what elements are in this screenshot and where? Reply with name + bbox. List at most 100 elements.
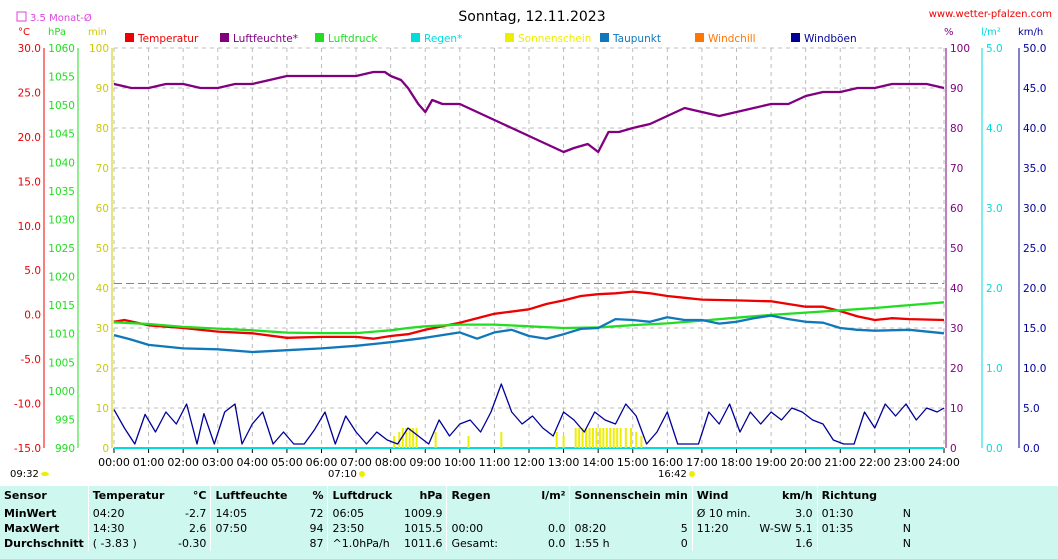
cell: 5 bbox=[680, 522, 688, 535]
y-tick-label-minutes: 80 bbox=[96, 123, 109, 135]
cell: 2.6 bbox=[188, 522, 207, 535]
x-tick-label: 19:00 bbox=[755, 456, 787, 469]
unit-wind: km/h bbox=[1018, 27, 1043, 38]
statistics-panel: Sensor Temperatur °C Luftfeuchte % Luftd… bbox=[0, 486, 1058, 559]
statistics-row-average: Durchschnitt ( -3.83 ) -0.30 87 ^1.0hPa/… bbox=[0, 536, 915, 551]
cell bbox=[816, 536, 887, 551]
y-tick-label-wind: 35.0 bbox=[1023, 163, 1046, 175]
x-tick-label: 15:00 bbox=[617, 456, 649, 469]
legend-swatch-pressure bbox=[315, 33, 324, 42]
x-tick-label: 14:00 bbox=[582, 456, 614, 469]
y-tick-label-pressure: 1010 bbox=[48, 329, 75, 341]
legend-label-pressure: Luftdruck bbox=[328, 33, 378, 45]
header-temperature-unit: °C bbox=[192, 489, 207, 502]
chart-series bbox=[113, 70, 945, 449]
y-tick-label-temperature: 15.0 bbox=[18, 176, 41, 188]
unit-humidity: % bbox=[944, 27, 954, 38]
y-tick-label-pressure: 1035 bbox=[48, 186, 75, 198]
y-tick-label-pressure: 1060 bbox=[48, 43, 75, 55]
y-tick-label-temperature: 20.0 bbox=[18, 132, 41, 144]
legend-label-temperature: Temperatur bbox=[137, 33, 199, 45]
chart-title: Sonntag, 12.11.2023 bbox=[458, 9, 605, 25]
series-line-dewpoint bbox=[113, 314, 945, 354]
x-tick-label: 05:00 bbox=[271, 456, 303, 469]
y-tick-label-humidity: 90 bbox=[950, 83, 963, 95]
y-tick-label-temperature: 0.0 bbox=[24, 310, 41, 322]
cell: 72 bbox=[309, 507, 324, 520]
row-label: Durchschnitt bbox=[4, 537, 84, 550]
series-line-gusts bbox=[113, 383, 945, 445]
y-tick-label-rain: 2.0 bbox=[986, 283, 1003, 295]
x-tick-label: 24:00 bbox=[928, 456, 960, 469]
y-tick-label-minutes: 60 bbox=[96, 203, 109, 215]
header-sensor: Sensor bbox=[4, 489, 47, 502]
cell bbox=[446, 506, 518, 521]
cell: N bbox=[902, 507, 911, 520]
header-wind: Wind bbox=[691, 486, 755, 506]
y-tick-label-wind: 10.0 bbox=[1023, 363, 1046, 375]
y-tick-label-humidity: 20 bbox=[950, 363, 963, 375]
header-humidity-unit: % bbox=[312, 489, 324, 502]
x-tick-label: 10:00 bbox=[444, 456, 476, 469]
sunset-icon bbox=[689, 471, 695, 477]
y-tick-label-temperature: -10.0 bbox=[14, 399, 41, 411]
header-temperature: Temperatur bbox=[87, 486, 169, 506]
y-tick-label-pressure: 995 bbox=[55, 414, 75, 426]
cell bbox=[210, 536, 292, 551]
chart-grid bbox=[113, 47, 945, 449]
sunrise-time: 07:10 bbox=[328, 469, 357, 480]
x-tick-label: 18:00 bbox=[721, 456, 753, 469]
unit-pressure: hPa bbox=[48, 27, 66, 38]
x-tick-label: 16:00 bbox=[651, 456, 683, 469]
header-rain-unit: l/m² bbox=[541, 489, 566, 502]
avg-marker-icon bbox=[16, 11, 27, 22]
x-tick-label: 06:00 bbox=[306, 456, 338, 469]
website-link[interactable]: www.wetter-pfalzen.com bbox=[929, 9, 1052, 20]
x-tick-label: 01:00 bbox=[133, 456, 165, 469]
cell bbox=[569, 506, 661, 521]
x-tick-label: 20:00 bbox=[790, 456, 822, 469]
cell: N bbox=[902, 522, 911, 535]
header-rain: Regen bbox=[446, 486, 518, 506]
x-tick-label: 02:00 bbox=[167, 456, 199, 469]
avg-marker-label: 3.5 Monat-Ø bbox=[30, 12, 92, 24]
y-tick-label-humidity: 70 bbox=[950, 163, 963, 175]
x-tick-label: 07:00 bbox=[340, 456, 372, 469]
y-tick-label-humidity: 0 bbox=[950, 443, 957, 455]
current-weather-icon bbox=[41, 472, 49, 476]
row-label: MaxWert bbox=[4, 522, 60, 535]
y-tick-label-wind: 20.0 bbox=[1023, 283, 1046, 295]
legend-label-gusts: Windböen bbox=[804, 33, 857, 45]
legend-swatch-rain bbox=[411, 33, 420, 42]
y-tick-label-humidity: 100 bbox=[950, 43, 970, 55]
series-line-temperature bbox=[113, 290, 945, 340]
y-tick-label-wind: 5.0 bbox=[1023, 403, 1040, 415]
sunrise-icon bbox=[359, 471, 365, 477]
y-tick-label-rain: 5.0 bbox=[986, 43, 1003, 55]
statistics-row-max: MaxWert 14:30 2.6 07:50 94 23:50 1015.5 … bbox=[0, 521, 915, 536]
header-direction: Richtung bbox=[816, 486, 915, 506]
y-tick-label-temperature: 30.0 bbox=[18, 43, 41, 55]
y-tick-label-humidity: 60 bbox=[950, 203, 963, 215]
cell: 04:20 bbox=[87, 506, 169, 521]
y-tick-label-minutes: 90 bbox=[96, 83, 109, 95]
cell: -2.7 bbox=[184, 507, 207, 520]
y-tick-label-humidity: 80 bbox=[950, 123, 963, 135]
x-tick-label: 13:00 bbox=[548, 456, 580, 469]
header-sunshine: Sonnenschein min bbox=[569, 486, 693, 506]
cell: 1.6 bbox=[795, 537, 813, 550]
header-humidity: Luftfeuchte bbox=[210, 486, 292, 506]
y-tick-label-minutes: 0 bbox=[102, 443, 109, 455]
y-tick-label-pressure: 990 bbox=[55, 443, 75, 455]
y-tick-label-temperature: -15.0 bbox=[14, 443, 41, 455]
y-tick-label-rain: 3.0 bbox=[986, 203, 1003, 215]
x-tick-label: 09:00 bbox=[409, 456, 441, 469]
series-line-humidity bbox=[113, 70, 945, 154]
cell: 14:30 bbox=[87, 521, 169, 536]
cell: 07:50 bbox=[210, 521, 292, 536]
y-tick-label-temperature: 25.0 bbox=[18, 87, 41, 99]
unit-temperature: °C bbox=[18, 27, 30, 38]
series-line-pressure bbox=[113, 301, 945, 335]
y-tick-label-minutes: 100 bbox=[89, 43, 109, 55]
y-tick-label-pressure: 1030 bbox=[48, 214, 75, 226]
